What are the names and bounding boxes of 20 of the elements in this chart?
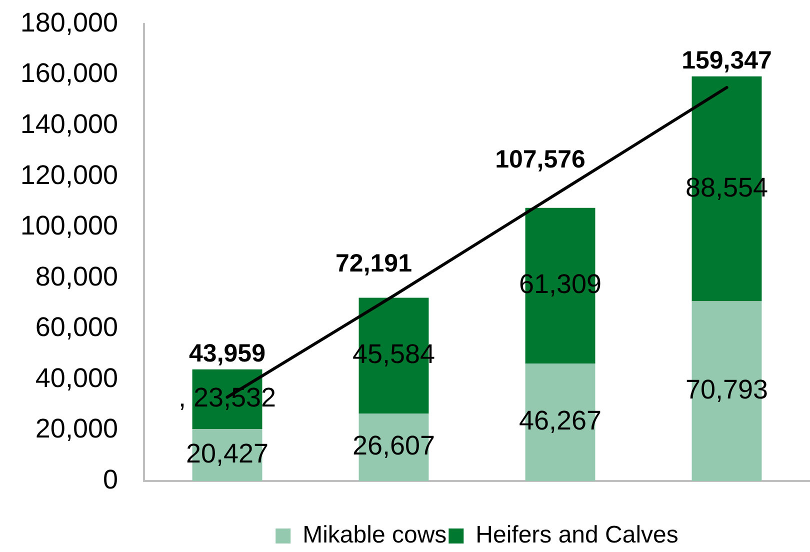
data-label: 20,427: [186, 438, 269, 469]
data-label: 70,793: [685, 374, 768, 405]
y-tick-label: 100,000: [20, 210, 118, 241]
y-tick-label: 40,000: [35, 362, 118, 393]
total-label: 72,191: [336, 250, 412, 278]
total-label: 107,576: [495, 145, 586, 174]
y-tick-label: 20,000: [35, 414, 118, 444]
y-tick-label: 140,000: [20, 109, 118, 140]
y-tick-label: 180,000: [20, 7, 118, 38]
y-tick-label: 60,000: [35, 312, 118, 342]
data-label: 26,607: [352, 430, 436, 461]
total-label: 43,959: [189, 339, 266, 368]
y-tick-label: 160,000: [20, 58, 118, 88]
y-tick-label: 0: [102, 464, 118, 494]
data-label: 46,267: [518, 406, 602, 436]
legend-label: Mikable cows: [302, 522, 447, 549]
y-tick-label: 80,000: [35, 261, 118, 292]
legend-label: Heifers and Calves: [476, 522, 678, 549]
total-label: 159,347: [682, 46, 772, 74]
y-tick-label: 120,000: [20, 160, 118, 190]
